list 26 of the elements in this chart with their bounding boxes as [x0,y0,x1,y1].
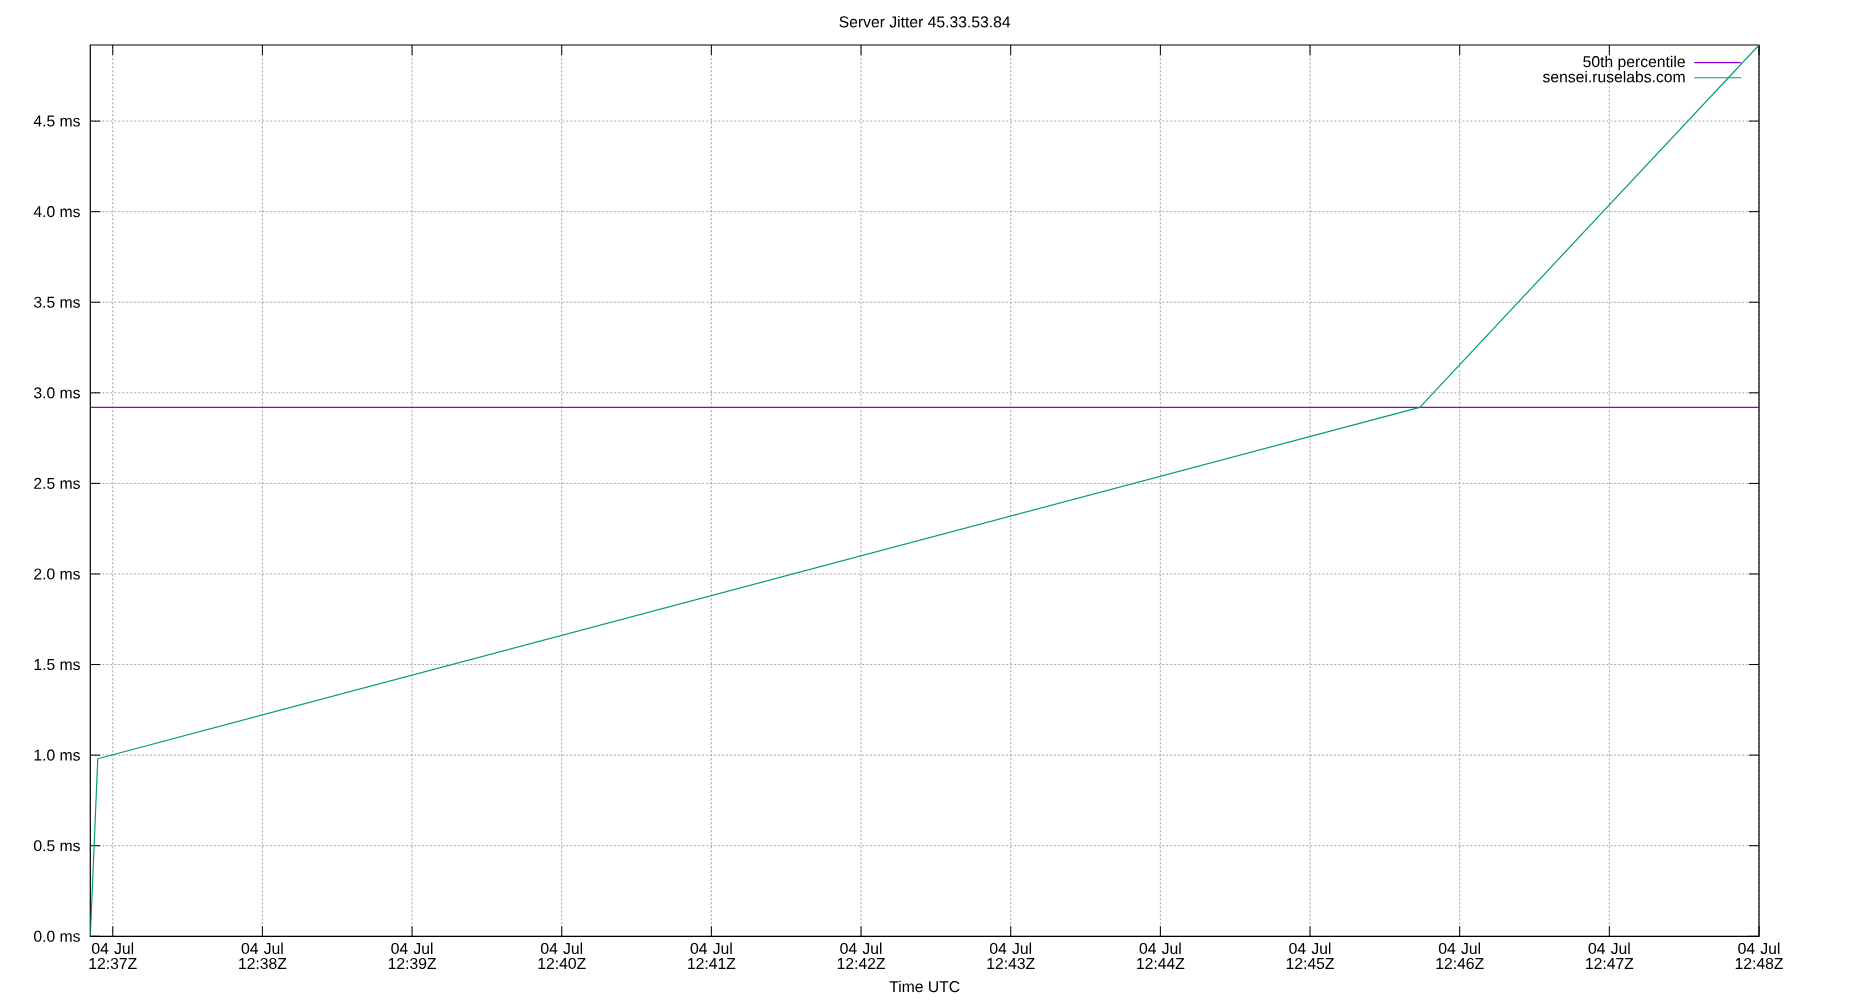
y-tick-label: 1.5 ms [34,659,80,671]
y-tick-label: 1.0 ms [34,749,80,761]
x-tick-label: 04 Jul 12:39Z [388,942,437,970]
x-tick-label: 04 Jul 12:43Z [987,942,1035,970]
y-tick-label: 2.0 ms [34,568,80,580]
x-tick-label: 04 Jul 12:46Z [1436,942,1484,970]
legend-label: 50th percentile [1583,55,1685,71]
y-tick-label: 2.5 ms [34,477,80,489]
x-tick-label: 04 Jul 12:42Z [837,942,885,969]
y-tick-label: 0.0 ms [34,930,80,942]
y-tick-label: 0.5 ms [34,840,80,852]
legend-label: sensei.ruselabs.com [1542,70,1685,83]
x-tick-label: 04 Jul 12:45Z [1286,942,1334,970]
x-tick-label: 04 Jul 12:37Z [89,942,137,970]
y-tick-label: 3.5 ms [33,296,80,308]
y-tick-label: 3.0 ms [33,387,80,399]
x-tick-label: 04 Jul 12:47Z [1586,942,1634,969]
x-tick-label: 04 Jul 12:38Z [239,942,287,970]
x-tick-label: 04 Jul 12:48Z [1735,942,1783,970]
x-tick-label: 04 Jul 12:44Z [1137,942,1185,969]
x-tick-label: 04 Jul 12:40Z [538,942,586,970]
y-tick-label: 4.0 ms [33,206,80,218]
chart-title: Server Jitter 45.33.53.84 [839,15,1011,28]
x-tick-label: 04 Jul 12:41Z [688,942,736,969]
x-axis-title: Time UTC [889,980,960,993]
y-tick-label: 4.5 ms [33,115,80,127]
